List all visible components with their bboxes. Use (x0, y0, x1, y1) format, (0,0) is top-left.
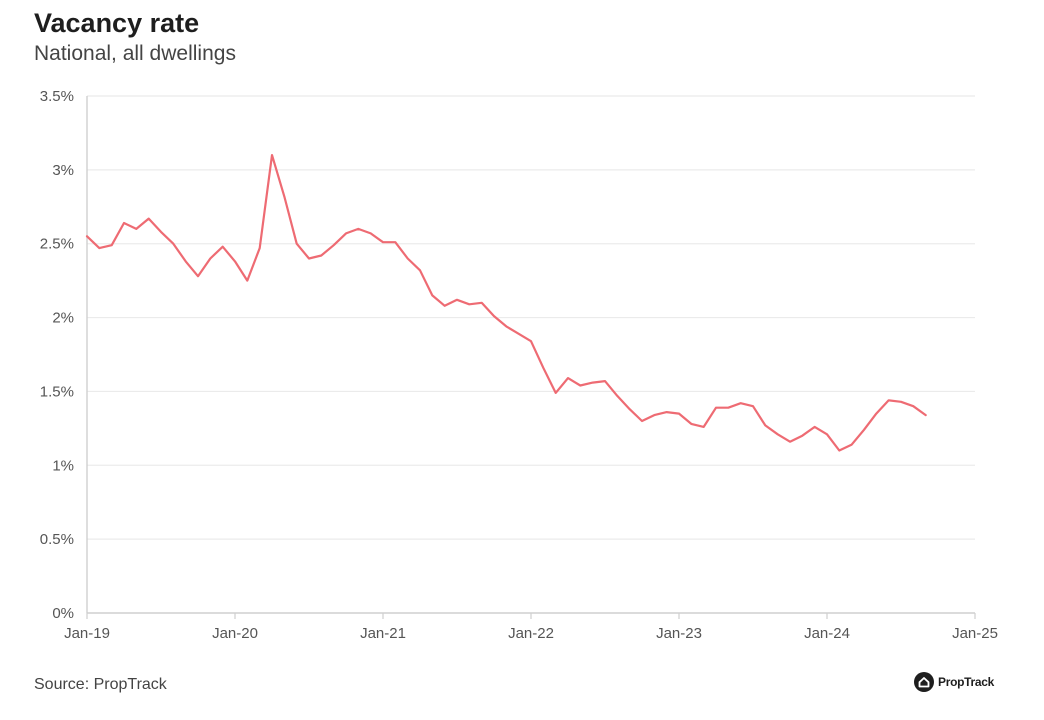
x-tick-label: Jan-19 (64, 625, 110, 642)
proptrack-house-icon (914, 672, 934, 692)
source-note: Source: PropTrack (34, 676, 167, 693)
y-tick-label: 3.5% (40, 88, 74, 105)
y-tick-label: 3% (52, 162, 74, 179)
x-tick-label: Jan-24 (804, 625, 850, 642)
y-tick-label: 2% (52, 310, 74, 327)
brand-name: PropTrack (938, 675, 994, 689)
y-tick-label: 2.5% (40, 236, 74, 253)
x-axis-ticks: Jan-19 Jan-20 Jan-21 Jan-22 Jan-23 Jan-24 Jan-… (64, 613, 998, 642)
x-tick-label: Jan-20 (212, 625, 258, 642)
y-tick-label: 0.5% (40, 531, 74, 548)
x-tick-label: Jan-22 (508, 625, 554, 642)
series-line-vacancy-rate (85, 154, 927, 452)
x-tick-label: Jan-25 (952, 625, 998, 642)
y-axis-ticks: 0% 0.5% 1% 1.5% 2% 2.5% 3% 3.5% (40, 88, 74, 622)
x-tick-label: Jan-21 (360, 625, 406, 642)
chart-subtitle: National, all dwellings (34, 42, 236, 65)
gridlines (87, 95, 975, 540)
chart-title: Vacancy rate (34, 8, 200, 38)
x-tick-label: Jan-23 (656, 625, 702, 642)
y-tick-label: 1.5% (40, 383, 74, 400)
y-tick-label: 0% (52, 605, 74, 622)
y-tick-label: 1% (52, 457, 74, 474)
brand-logo: PropTrack (914, 672, 994, 692)
